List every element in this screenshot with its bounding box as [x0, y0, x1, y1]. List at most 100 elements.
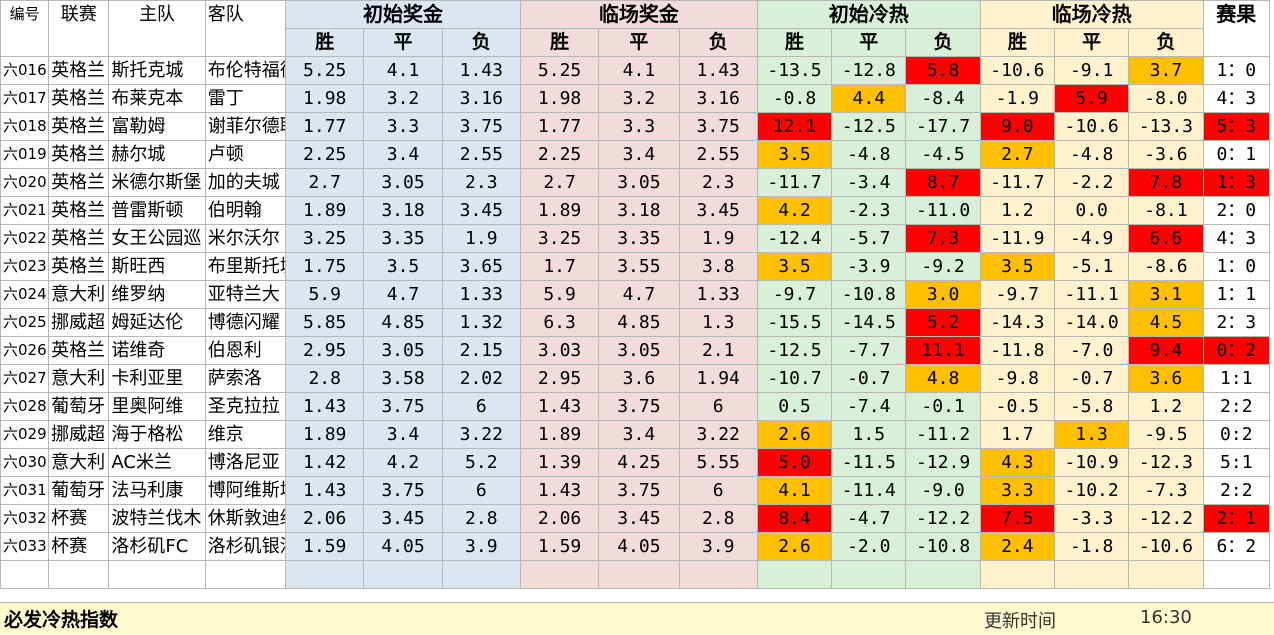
init-heat-cell: -12.5: [831, 112, 907, 141]
init-heat-cell: 4.1: [756, 476, 833, 505]
live-prize-cell: 4.25: [598, 448, 680, 477]
live-prize-cell: 4.05: [598, 532, 680, 561]
live-prize-cell: 3.75: [598, 476, 680, 505]
init-prize-cell: 1.32: [441, 308, 521, 337]
init-heat-cell: -4.7: [831, 504, 907, 533]
update-time: 16:30: [1140, 607, 1192, 628]
live-heat-cell: 1.3: [1053, 420, 1130, 449]
init-heat-cell: -8.4: [905, 84, 981, 113]
live-prize-cell: 3.4: [598, 420, 680, 449]
id-header: 编号: [0, 0, 50, 57]
init-prize-cell: 3.75: [441, 112, 521, 141]
match-id-cell: 六022: [0, 224, 50, 253]
live-heat-cell: -7.3: [1128, 476, 1204, 505]
init-prize-cell: 3.4: [363, 140, 443, 169]
init-heat-cell: 8.7: [905, 168, 981, 197]
live-prize-cell: 3.9: [678, 532, 758, 561]
footer-title: 必发冷热指数: [4, 609, 119, 631]
init-prize-cell: 4.7: [363, 280, 443, 309]
empty-cell: [1202, 560, 1271, 589]
init-prize-cell: 2.95: [285, 336, 365, 365]
home-team-cell: 布莱克本: [108, 84, 206, 113]
result-cell: 5:1: [1202, 448, 1271, 477]
live-heat-cell: -9.1: [1053, 56, 1130, 85]
match-id-cell: 六028: [0, 392, 50, 421]
init-heat-cell: -12.9: [905, 448, 981, 477]
live-prize-cell: 1.89: [519, 420, 600, 449]
away-team-cell: 维京: [204, 420, 287, 449]
home-team-cell: 富勒姆: [108, 112, 206, 141]
home-team-cell: 波特兰伐木: [108, 504, 206, 533]
result-cell: 1:1: [1202, 364, 1271, 393]
init-heat-cell: -10.7: [756, 364, 833, 393]
live-prize-cell: 3.45: [598, 504, 680, 533]
live-heat-cell: 3.6: [1128, 364, 1204, 393]
league-cell: 英格兰: [48, 168, 110, 197]
live-heat-cell: -2.2: [1053, 168, 1130, 197]
live-heat-cell: -8.0: [1128, 84, 1204, 113]
init-heat-cell: 2.6: [756, 532, 833, 561]
init-prize-cell: 3.45: [441, 196, 521, 225]
live-prize-cell: 3.55: [598, 252, 680, 281]
init-prize-cell: 3.45: [363, 504, 443, 533]
match-id-cell: 六033: [0, 532, 50, 561]
home-team-cell: 斯托克城: [108, 56, 206, 85]
init-prize-cell: 1.43: [285, 392, 365, 421]
init-prize-cell: 5.85: [285, 308, 365, 337]
table-row: 六025 挪威超 姆延达伦 博德闪耀 5.85 4.85 1.32 6.3 4.85 1.3 -15…: [0, 308, 1271, 337]
empty-cell: [363, 560, 443, 589]
init-heat-cell: -0.1: [905, 392, 981, 421]
live-heat-cell: -10.9: [1053, 448, 1130, 477]
home-team-cell: 洛杉矶FC: [108, 532, 206, 561]
live-prize-cell: 1.43: [519, 476, 600, 505]
result-cell: 6：2: [1202, 532, 1271, 561]
live-heat-cell: -10.6: [1053, 112, 1130, 141]
match-id-cell: 六019: [0, 140, 50, 169]
live-heat-cell: -10.2: [1053, 476, 1130, 505]
init-prize-cell: 6: [441, 392, 521, 421]
init-prize-cell: 3.9: [441, 532, 521, 561]
live-prize-cell: 3.3: [598, 112, 680, 141]
empty-cell: [678, 560, 758, 589]
live-draw-header: 平: [598, 28, 680, 57]
result-cell: 5：3: [1202, 112, 1271, 141]
table-row: 六031葡萄牙法马利康博阿维斯塔1.433.7561.433.7564.1-11…: [0, 476, 1271, 505]
live-prize-cell: 1.7: [519, 252, 600, 281]
match-id-cell: 六018: [0, 112, 50, 141]
live-prize-cell: 3.45: [678, 196, 758, 225]
home-team-cell: 姆延达伦: [108, 308, 206, 337]
live-prize-cell: 3.05: [598, 168, 680, 197]
empty-cell: [905, 560, 981, 589]
away-team-cell: 布里斯托城: [204, 252, 287, 281]
init-heat-cell: 2.6: [756, 420, 833, 449]
empty-cell: [108, 560, 206, 589]
league-cell: 英格兰: [48, 252, 110, 281]
init-prize-cell: 1.43: [285, 476, 365, 505]
init-heat-cell: -15.5: [756, 308, 833, 337]
live-heat-cell: -5.8: [1053, 392, 1130, 421]
result-cell: 2：3: [1202, 308, 1271, 337]
live-prize-cell: 3.4: [598, 140, 680, 169]
init-prize-cell: 3.25: [285, 224, 365, 253]
league-cell: 英格兰: [48, 224, 110, 253]
init-prize-cell: 2.8: [285, 364, 365, 393]
result-cell: 1：0: [1202, 56, 1271, 85]
init-heat-cell: 12.1: [756, 112, 833, 141]
match-id-cell: 六032: [0, 504, 50, 533]
init-prize-cell: 1.9: [441, 224, 521, 253]
empty-cell: [441, 560, 521, 589]
table-row: 六030 意大利 AC米兰 博洛尼亚 1.42 4.2 5.2 1.39 4.25 5.55 5.0…: [0, 448, 1271, 477]
init-heat-draw-header: 平: [831, 28, 907, 57]
result-cell: 0:2: [1202, 420, 1271, 449]
init-prize-cell: 2.3: [441, 168, 521, 197]
empty-cell: [831, 560, 907, 589]
away-team-cell: 伯恩利: [204, 336, 287, 365]
init-heat-cell: 5.2: [905, 308, 981, 337]
init-prize-cell: 3.58: [363, 364, 443, 393]
result-cell: 2：1: [1202, 504, 1271, 533]
live-prize-cell: 1.77: [519, 112, 600, 141]
init-prize-cell: 1.77: [285, 112, 365, 141]
init-prize-cell: 4.1: [363, 56, 443, 85]
live-prize-cell: 1.89: [519, 196, 600, 225]
live-heat-cell: 9.4: [1128, 336, 1204, 365]
